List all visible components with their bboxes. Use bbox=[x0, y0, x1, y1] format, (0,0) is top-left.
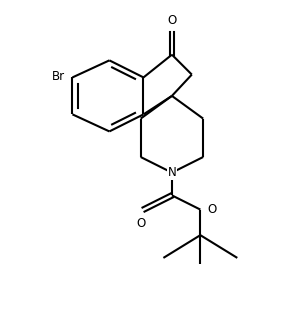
Text: O: O bbox=[208, 203, 217, 216]
Text: O: O bbox=[136, 217, 145, 230]
Text: N: N bbox=[168, 166, 176, 179]
Text: O: O bbox=[167, 14, 177, 27]
Text: Br: Br bbox=[52, 70, 65, 83]
